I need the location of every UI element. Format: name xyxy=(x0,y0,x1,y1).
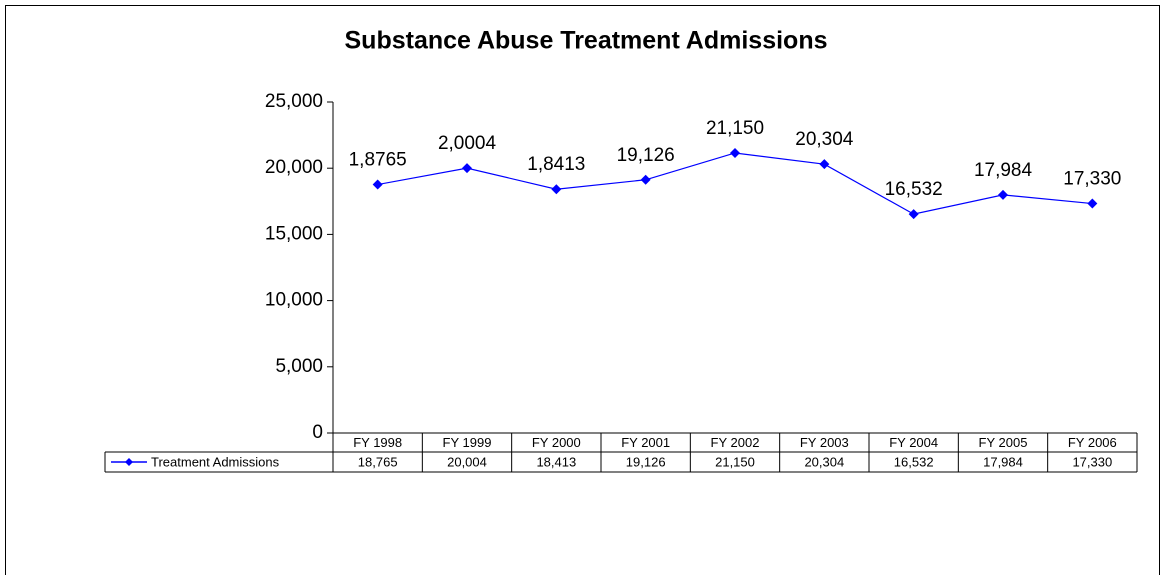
y-tick-label: 0 xyxy=(312,422,323,443)
chart-border xyxy=(5,5,1160,575)
data-label: 17,984 xyxy=(974,160,1033,181)
y-tick-label: 5,000 xyxy=(275,356,323,377)
chart-title: Substance Abuse Treatment Admissions xyxy=(345,27,828,55)
table-value: 18,765 xyxy=(358,454,398,469)
data-point xyxy=(908,209,919,220)
x-tick-label: FY 2002 xyxy=(711,435,760,450)
data-point xyxy=(998,189,1008,200)
table-value: 21,150 xyxy=(715,454,755,469)
data-label: 21,150 xyxy=(706,118,764,139)
data-label: 1,8765 xyxy=(349,150,407,171)
table-value: 16,532 xyxy=(894,454,934,469)
x-tick-label: FY 2006 xyxy=(1068,435,1117,450)
y-tick-label: 10,000 xyxy=(265,290,323,311)
data-point xyxy=(551,184,562,195)
x-tick-label: FY 2001 xyxy=(621,435,670,450)
table-value: 17,984 xyxy=(983,454,1023,469)
data-point xyxy=(1087,198,1098,209)
data-label: 19,126 xyxy=(617,145,675,166)
x-tick-label: FY 2004 xyxy=(889,435,938,450)
y-tick-label: 20,000 xyxy=(265,157,323,178)
data-label: 1,8413 xyxy=(527,154,585,175)
x-tick-label: FY 1999 xyxy=(443,435,492,450)
data-point xyxy=(730,147,740,158)
data-point xyxy=(462,163,472,174)
y-tick-label: 15,000 xyxy=(265,223,323,244)
data-label: 16,532 xyxy=(885,179,943,200)
table-value: 20,004 xyxy=(447,454,487,469)
legend-label: Treatment Admissions xyxy=(151,454,280,469)
data-point xyxy=(819,159,830,170)
data-label: 17,330 xyxy=(1063,169,1121,190)
table-value: 20,304 xyxy=(804,454,844,469)
y-tick-label: 25,000 xyxy=(265,91,323,112)
data-label: 20,304 xyxy=(795,129,854,150)
data-point xyxy=(640,174,651,185)
table-value: 18,413 xyxy=(536,454,576,469)
x-tick-label: FY 1998 xyxy=(353,435,402,450)
data-point xyxy=(372,179,383,190)
x-tick-label: FY 2003 xyxy=(800,435,849,450)
table-value: 17,330 xyxy=(1072,454,1112,469)
x-tick-label: FY 2005 xyxy=(979,435,1028,450)
data-label: 2,0004 xyxy=(438,133,497,154)
x-tick-label: FY 2000 xyxy=(532,435,581,450)
table-value: 19,126 xyxy=(626,454,666,469)
legend-marker xyxy=(125,458,133,466)
